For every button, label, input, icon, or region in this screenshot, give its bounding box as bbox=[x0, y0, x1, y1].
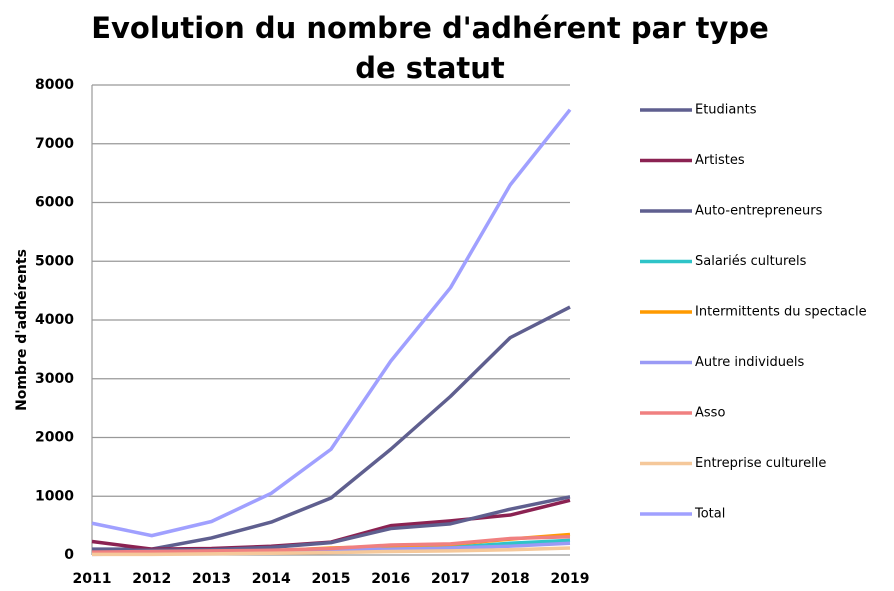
chart-title: Evolution du nombre d'adhérent par type … bbox=[91, 11, 769, 85]
y-tick-label: 7000 bbox=[35, 136, 74, 152]
legend-label: Entreprise culturelle bbox=[695, 456, 826, 471]
x-tick-label: 2019 bbox=[551, 571, 590, 587]
legend-label: Total bbox=[694, 507, 725, 522]
x-tick-label: 2015 bbox=[312, 571, 351, 587]
x-tick-label: 2016 bbox=[371, 571, 410, 587]
series-line bbox=[92, 495, 571, 553]
y-tick-label: 0 bbox=[64, 547, 74, 563]
series-line bbox=[91, 108, 572, 538]
y-tick-label: 2000 bbox=[35, 430, 74, 446]
y-axis-label: Nombre d'adhérents bbox=[14, 249, 30, 411]
legend-label: Auto-entrepreneurs bbox=[695, 204, 823, 219]
y-tick-label: 3000 bbox=[35, 371, 74, 387]
x-tick-label: 2013 bbox=[192, 571, 231, 587]
legend-label: Salariés culturels bbox=[695, 254, 807, 269]
series-line bbox=[92, 305, 571, 551]
y-tick-label: 5000 bbox=[35, 253, 74, 269]
legend-label: Artistes bbox=[695, 153, 745, 168]
legend-label: Autre individuels bbox=[695, 355, 805, 370]
series-line bbox=[91, 535, 571, 554]
y-tick-label: 6000 bbox=[35, 195, 74, 211]
legend-label: Intermittents du spectacle bbox=[695, 305, 867, 320]
x-tick-label: 2011 bbox=[73, 571, 112, 587]
x-tick-label: 2014 bbox=[252, 571, 291, 587]
x-tick-label: 2017 bbox=[431, 571, 470, 587]
y-tick-label: 1000 bbox=[35, 488, 74, 504]
x-tick-label: 2012 bbox=[132, 571, 171, 587]
y-tick-label: 4000 bbox=[35, 312, 74, 328]
legend-label: Etudiants bbox=[695, 103, 757, 118]
series-line bbox=[92, 546, 571, 557]
legend-label: Asso bbox=[695, 406, 725, 421]
y-tick-label: 8000 bbox=[35, 77, 74, 93]
x-tick-label: 2018 bbox=[491, 571, 530, 587]
